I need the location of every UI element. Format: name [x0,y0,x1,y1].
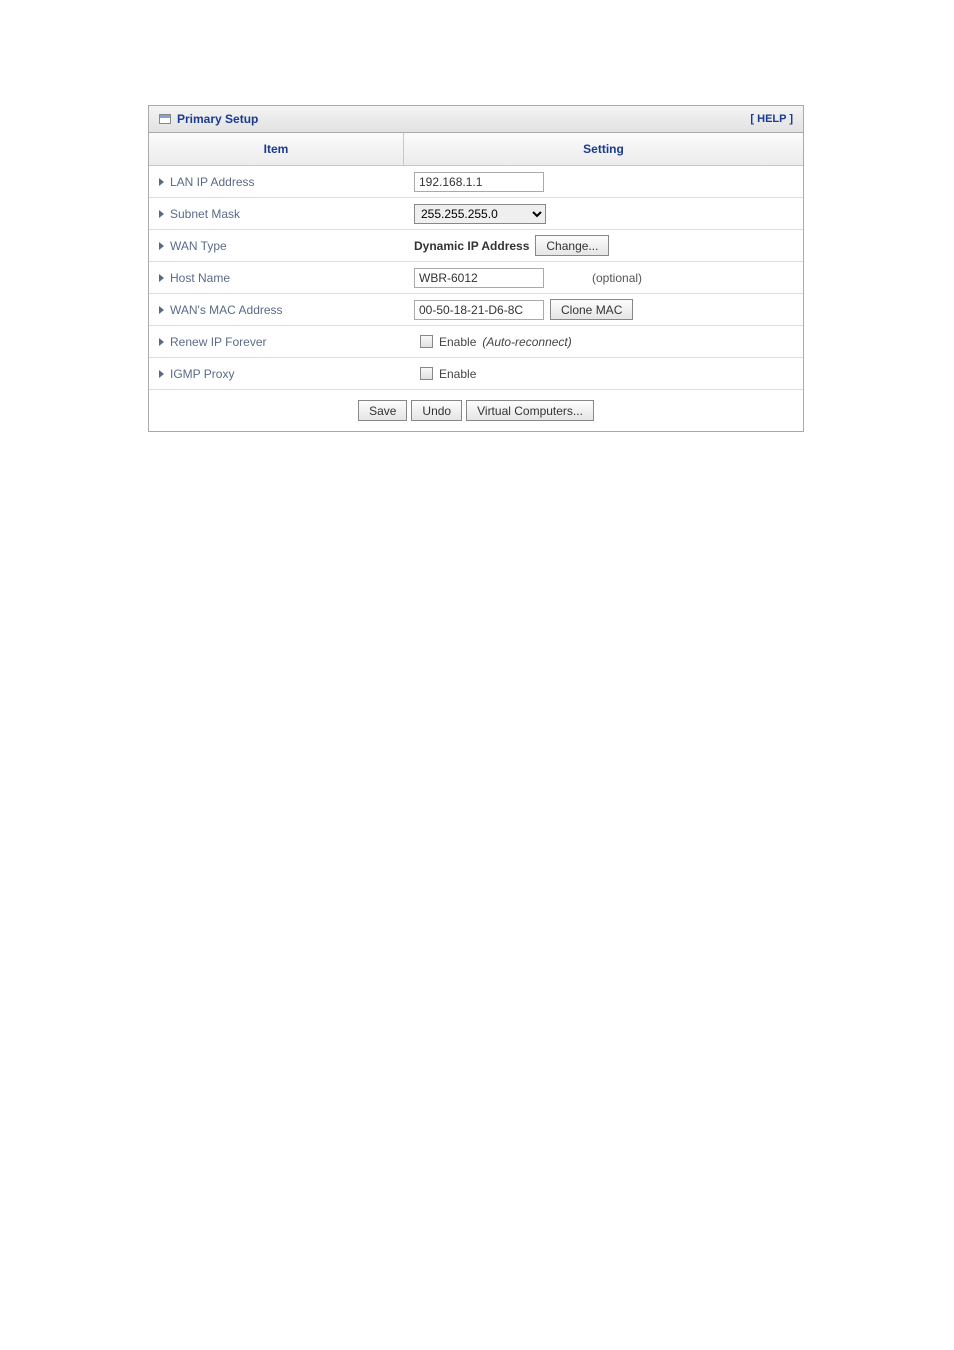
triangle-icon [159,274,164,282]
wan-mac-input[interactable] [414,300,544,320]
item-label-wan-mac: WAN's MAC Address [149,296,404,324]
item-label-wan-type: WAN Type [149,232,404,260]
primary-setup-panel: Primary Setup [ HELP ] Item Setting LAN … [148,105,804,432]
setting-subnet: 255.255.255.0 [404,199,803,229]
panel-title-wrap: Primary Setup [159,112,258,126]
item-label-host-name: Host Name [149,264,404,292]
buttons-row: Save Undo Virtual Computers... [149,390,803,431]
host-name-label: Host Name [170,271,230,285]
item-label-renew-ip: Renew IP Forever [149,328,404,356]
host-name-input[interactable] [414,268,544,288]
renew-enable-label: Enable [439,335,476,349]
subnet-label: Subnet Mask [170,207,240,221]
lan-ip-input[interactable] [414,172,544,192]
lan-ip-label: LAN IP Address [170,175,255,189]
item-label-lan-ip: LAN IP Address [149,168,404,196]
row-wan-mac: WAN's MAC Address Clone MAC [149,294,803,326]
clone-mac-button[interactable]: Clone MAC [550,299,633,320]
undo-button[interactable]: Undo [411,400,462,421]
setting-igmp: Enable [404,362,803,386]
triangle-icon [159,306,164,314]
item-label-subnet: Subnet Mask [149,200,404,228]
setting-wan-mac: Clone MAC [404,294,803,325]
window-icon [159,114,171,124]
row-subnet: Subnet Mask 255.255.255.0 [149,198,803,230]
wan-mac-label: WAN's MAC Address [170,303,283,317]
triangle-icon [159,242,164,250]
triangle-icon [159,210,164,218]
column-header-item: Item [149,133,404,165]
triangle-icon [159,338,164,346]
wan-type-label: WAN Type [170,239,227,253]
auto-reconnect-label: (Auto-reconnect) [482,335,571,349]
igmp-enable-label: Enable [439,367,476,381]
optional-label: (optional) [592,271,642,285]
item-label-igmp: IGMP Proxy [149,360,404,388]
wan-type-value: Dynamic IP Address [414,239,529,253]
renew-ip-checkbox[interactable] [420,335,433,348]
igmp-checkbox[interactable] [420,367,433,380]
setting-renew-ip: Enable (Auto-reconnect) [404,330,803,354]
row-host-name: Host Name (optional) [149,262,803,294]
save-button[interactable]: Save [358,400,407,421]
panel-title: Primary Setup [177,112,258,126]
setting-lan-ip [404,167,803,197]
row-lan-ip: LAN IP Address [149,166,803,198]
row-wan-type: WAN Type Dynamic IP Address Change... [149,230,803,262]
triangle-icon [159,178,164,186]
column-header-setting: Setting [404,133,803,165]
columns-header: Item Setting [149,133,803,166]
setting-wan-type: Dynamic IP Address Change... [404,230,803,261]
virtual-computers-button[interactable]: Virtual Computers... [466,400,594,421]
change-button[interactable]: Change... [535,235,609,256]
renew-ip-label: Renew IP Forever [170,335,267,349]
row-renew-ip: Renew IP Forever Enable (Auto-reconnect) [149,326,803,358]
subnet-select[interactable]: 255.255.255.0 [414,204,546,224]
row-igmp: IGMP Proxy Enable [149,358,803,390]
setting-host-name: (optional) [404,263,803,293]
triangle-icon [159,370,164,378]
panel-header: Primary Setup [ HELP ] [149,106,803,133]
help-link[interactable]: [ HELP ] [750,113,793,125]
igmp-label: IGMP Proxy [170,367,234,381]
